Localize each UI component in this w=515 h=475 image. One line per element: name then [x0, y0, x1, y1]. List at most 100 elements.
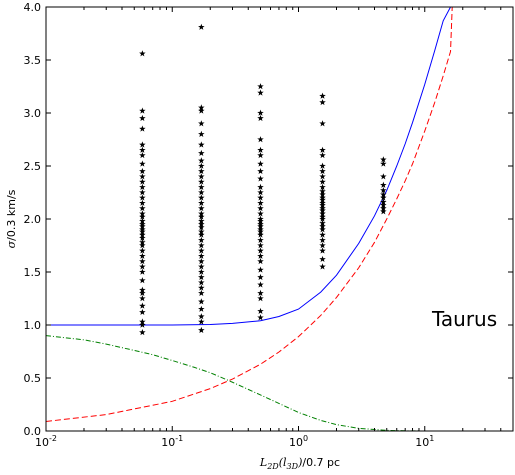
data-point — [198, 205, 205, 212]
data-point — [139, 258, 146, 265]
data-point — [198, 313, 205, 320]
data-point — [198, 252, 205, 259]
data-point — [198, 258, 205, 265]
data-point — [257, 215, 264, 222]
data-point — [380, 173, 387, 180]
data-point — [319, 152, 326, 159]
data-point — [319, 99, 326, 106]
data-point — [139, 213, 146, 220]
data-point — [139, 173, 146, 180]
data-point — [139, 308, 146, 316]
data-point — [257, 247, 264, 254]
data-point — [257, 273, 264, 281]
data-point — [380, 160, 387, 167]
data-point — [198, 289, 205, 296]
model-curve-thermal — [46, 335, 425, 431]
data-point — [319, 205, 326, 212]
data-point — [198, 242, 205, 249]
data-point — [198, 298, 205, 305]
data-point — [319, 191, 326, 198]
data-point — [198, 210, 205, 217]
data-point — [198, 326, 205, 334]
data-point — [139, 125, 146, 132]
y-tick-label: 2.0 — [24, 213, 42, 226]
data-point — [139, 152, 146, 159]
data-point — [139, 114, 146, 122]
data-point — [198, 231, 205, 238]
data-point — [139, 50, 146, 57]
data-point — [257, 175, 264, 182]
data-point — [257, 228, 264, 235]
data-point — [319, 183, 326, 190]
data-point — [319, 162, 326, 169]
data-point — [257, 220, 264, 228]
data-point — [139, 146, 146, 153]
data-point — [319, 213, 326, 220]
data-point — [198, 162, 205, 169]
data-point — [198, 194, 205, 201]
data-point — [139, 223, 146, 230]
data-point — [257, 295, 264, 302]
data-point — [257, 114, 264, 122]
data-point — [139, 205, 146, 212]
data-point — [319, 167, 326, 175]
data-point — [139, 318, 146, 325]
data-point — [139, 234, 146, 241]
data-point — [139, 268, 146, 275]
data-point — [139, 199, 146, 206]
model-curve-power-law — [46, 7, 453, 422]
data-point — [319, 199, 326, 206]
data-point — [139, 277, 146, 284]
data-point — [198, 279, 205, 286]
data-point — [257, 258, 264, 265]
data-point — [198, 157, 205, 164]
data-point — [198, 268, 205, 275]
data-point — [198, 284, 205, 291]
y-tick-label: 1.0 — [24, 319, 42, 332]
data-point — [257, 289, 264, 296]
data-point — [139, 220, 146, 228]
data-point — [198, 173, 205, 180]
data-point — [198, 149, 205, 157]
y-tick-label: 0.5 — [24, 372, 42, 385]
data-point — [257, 242, 264, 249]
data-point — [380, 186, 387, 194]
data-point — [380, 198, 387, 205]
data-point — [139, 295, 146, 302]
data-point — [139, 286, 146, 293]
data-point — [198, 130, 205, 137]
data-point — [319, 223, 326, 230]
data-point — [319, 215, 326, 222]
data-point — [139, 263, 146, 270]
data-point — [198, 224, 205, 231]
data-point — [319, 255, 326, 263]
data-point — [257, 160, 264, 167]
data-point — [257, 210, 264, 217]
data-point — [319, 146, 326, 153]
data-point — [257, 314, 264, 321]
data-point — [257, 183, 264, 190]
data-point — [380, 205, 387, 212]
data-point — [198, 189, 205, 196]
data-point — [198, 228, 205, 235]
x-tick-labels: 10-2 10-1 100 101 — [35, 434, 434, 449]
x-axis-label: L2D(l3D)/0.7 pc — [259, 456, 340, 471]
y-tick-label: 3.5 — [24, 54, 42, 67]
data-point — [198, 318, 205, 325]
data-point — [198, 263, 205, 270]
data-point — [139, 107, 146, 114]
data-point — [319, 173, 326, 180]
data-point — [139, 228, 146, 235]
data-point — [257, 205, 264, 212]
data-point — [198, 104, 205, 111]
data-point — [257, 266, 264, 273]
data-point — [198, 167, 205, 175]
y-axis-label: σ/0.3 km/s — [5, 189, 18, 248]
data-point — [319, 210, 326, 217]
x-tick-label: 10-2 — [35, 434, 57, 449]
data-point — [319, 247, 326, 254]
data-point — [257, 231, 264, 238]
data-point — [198, 178, 205, 185]
data-point — [139, 141, 146, 148]
